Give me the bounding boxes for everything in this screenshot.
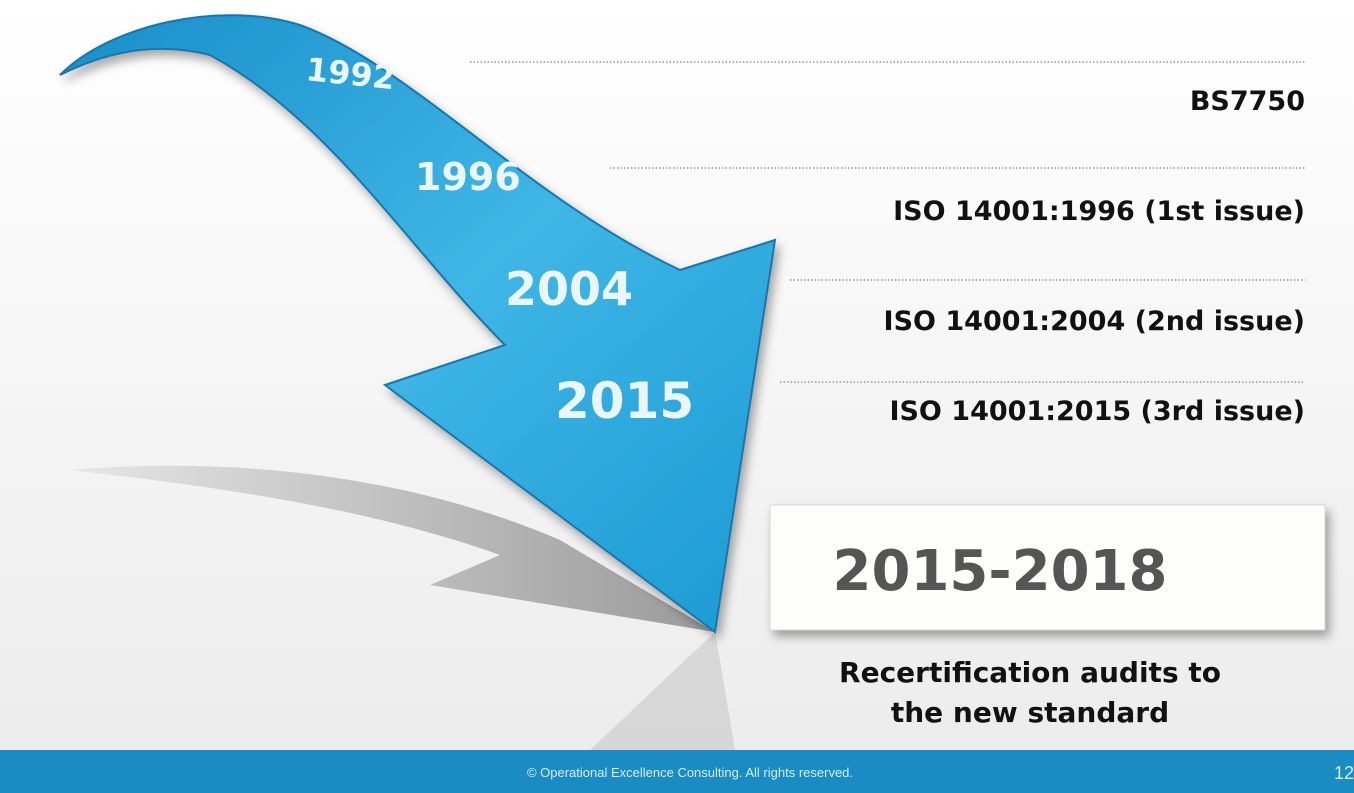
standard-label: BS7750 [1190, 86, 1305, 117]
caption: Recertification audits to [839, 656, 1221, 689]
standard-label: ISO 14001:2004 (2nd issue) [884, 306, 1305, 337]
year: 1996 [415, 155, 521, 199]
period: 2015-2018 [833, 539, 1168, 604]
page-number: 12 [1334, 763, 1354, 783]
slide: 1992 1996 2004 2015 BS7750 ISO 14001:199… [0, 0, 1354, 793]
year: 2015 [555, 372, 694, 430]
standard-label: ISO 14001:1996 (1st issue) [893, 196, 1305, 227]
footer-text: © Operational Excellence Consulting. All… [527, 765, 853, 780]
caption: the new standard [891, 696, 1169, 729]
standard-label: ISO 14001:2015 (3rd issue) [889, 396, 1305, 427]
year: 2004 [505, 262, 633, 316]
